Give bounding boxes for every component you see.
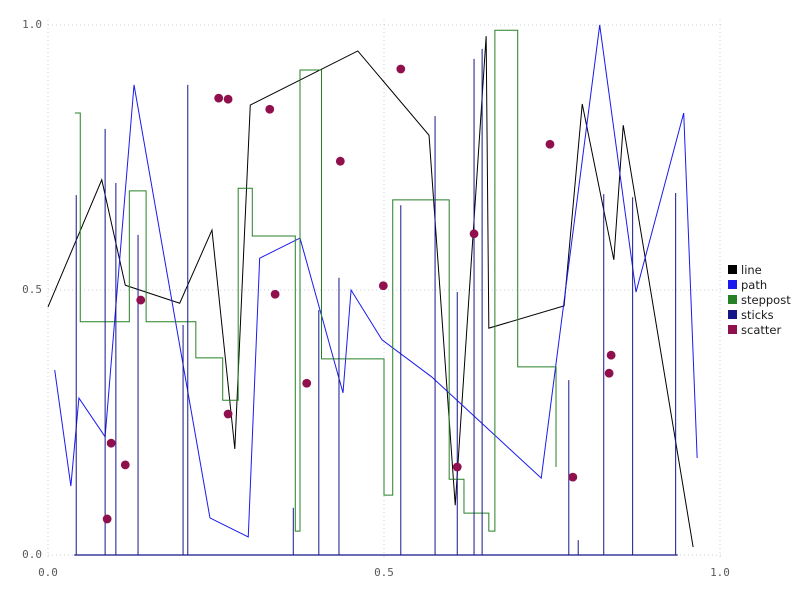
scatter-point [396,64,406,74]
legend-item-line: line [728,262,791,277]
y-tick-label-1.0: 1.0 [22,18,42,31]
scatter-point [270,289,280,299]
scatter-point [568,472,578,482]
series-line [47,36,694,548]
y-tick-label-0.5: 0.5 [22,283,42,296]
scatter-point [106,438,116,448]
legend-label-sticks: sticks [741,307,774,322]
legend-label-steppost: steppost [741,292,791,307]
scatter-point [120,460,130,470]
scatter-point [452,462,462,472]
legend-item-steppost: steppost [728,292,791,307]
series-steppost [74,29,557,532]
legend-swatch-scatter [728,325,737,334]
legend-label-path: path [741,277,768,292]
legend-item-sticks: sticks [728,307,791,322]
scatter-point [136,295,146,305]
legend-swatch-line [728,265,737,274]
legend-swatch-steppost [728,295,737,304]
x-tick-label-0.5: 0.5 [374,566,394,579]
legend: line path steppost sticks scatter [728,262,791,337]
legend-label-line: line [741,262,762,277]
scatter-point [223,94,233,104]
scatter-point [606,350,616,360]
legend-item-scatter: scatter [728,322,791,337]
scatter-point [469,229,479,239]
legend-swatch-sticks [728,310,737,319]
scatter-point [102,514,112,524]
scatter-point [545,139,555,149]
y-tick-label-0.0: 0.0 [22,548,42,561]
scatter-point [335,156,345,166]
scatter-point [378,281,388,291]
x-tick-label-1.0: 1.0 [710,566,730,579]
scatter-point [302,378,312,388]
series-path [54,24,698,538]
scatter-point [214,93,224,103]
scatter-point [604,368,614,378]
legend-item-path: path [728,277,791,292]
legend-swatch-path [728,280,737,289]
scatter-point [223,409,233,419]
legend-label-scatter: scatter [741,322,782,337]
x-tick-label-0.0: 0.0 [38,566,58,579]
scatter-point [265,104,275,114]
